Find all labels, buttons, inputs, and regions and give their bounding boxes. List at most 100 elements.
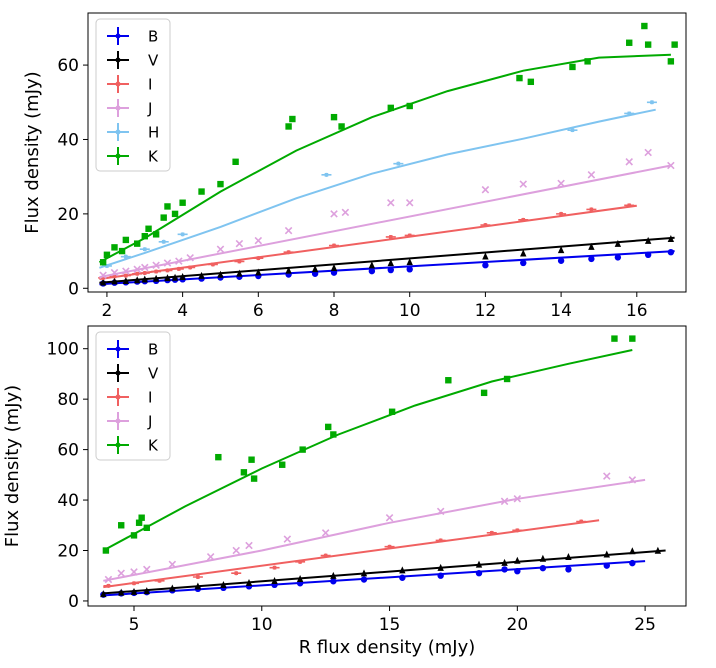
data-point-K — [118, 522, 125, 529]
legend-label: B — [148, 341, 158, 359]
x-tick-label: 16 — [626, 301, 648, 321]
data-point-K — [135, 519, 143, 526]
data-point-K — [250, 475, 258, 482]
data-point-J — [216, 245, 225, 253]
data-point-K — [644, 41, 652, 48]
data-point-K — [130, 532, 138, 539]
legend-marker — [115, 33, 121, 39]
data-point-K — [516, 74, 523, 82]
data-point-K — [406, 102, 413, 110]
data-point-J — [104, 575, 113, 584]
data-point-V — [111, 277, 118, 285]
data-point-K — [325, 423, 332, 431]
legend-item-V: V — [107, 51, 159, 70]
data-point-K — [145, 225, 152, 232]
data-point-J — [405, 198, 414, 207]
data-point-J — [186, 254, 194, 262]
data-point-V — [501, 558, 508, 566]
data-point-K — [164, 203, 171, 210]
legend-marker — [115, 370, 121, 376]
data-point-J — [587, 171, 596, 179]
data-point-V — [482, 252, 489, 260]
x-tick-label: 12 — [475, 301, 497, 321]
legend-label: I — [148, 76, 152, 94]
y-axis-label: Flux density (mJy) — [22, 71, 43, 233]
data-point-K — [99, 259, 107, 266]
y-tick-label: 20 — [57, 542, 79, 562]
legend-marker — [115, 442, 121, 448]
data-point-K — [330, 113, 338, 121]
data-point-J — [110, 268, 119, 277]
data-point-K — [503, 375, 511, 383]
fit-line-V — [103, 549, 666, 595]
series-I — [103, 519, 600, 589]
y-tick-label: 0 — [68, 279, 79, 299]
data-point-K — [217, 180, 224, 188]
data-point-V — [437, 563, 444, 571]
data-point-V — [130, 587, 138, 595]
data-point-K — [143, 524, 150, 532]
legend-marker — [115, 57, 121, 63]
y-tick-label: 20 — [57, 205, 79, 225]
legend-marker — [115, 81, 121, 87]
data-point-V — [134, 276, 141, 284]
y-tick-label: 40 — [57, 491, 79, 511]
data-point-K — [671, 41, 678, 48]
data-point-K — [248, 456, 255, 463]
data-point-B — [475, 570, 483, 577]
x-tick-label: 25 — [634, 615, 656, 635]
x-tick-label: 5 — [129, 615, 140, 635]
data-point-J — [513, 495, 522, 503]
data-point-V — [330, 264, 338, 272]
data-point-J — [232, 546, 240, 555]
y-tick-label: 0 — [68, 592, 79, 612]
y-tick-label: 80 — [57, 390, 79, 410]
data-point-K — [160, 214, 167, 221]
data-point-V — [143, 587, 150, 595]
legend-marker — [115, 346, 121, 352]
data-point-V — [255, 268, 262, 276]
y-tick-label: 60 — [57, 56, 79, 76]
bottom-panel: 5 10 15 20 25 0 20 40 60 80 100 Flux density (mJy) R… — [2, 325, 687, 658]
legend-label: K — [148, 148, 159, 166]
legend-item-B: B — [107, 340, 158, 359]
data-point-V — [179, 272, 186, 280]
data-point-V — [330, 571, 337, 579]
data-point-K — [641, 22, 648, 30]
fit-line-V — [99, 236, 675, 284]
data-point-V — [285, 266, 292, 274]
data-point-B — [330, 578, 337, 585]
data-point-K — [152, 231, 160, 238]
data-point-K — [289, 115, 296, 123]
x-tick-label: 14 — [550, 301, 572, 321]
data-point-V — [654, 546, 662, 554]
data-point-V — [296, 574, 304, 582]
data-point-V — [311, 265, 319, 273]
legend-label: J — [147, 100, 152, 118]
data-point-K — [279, 461, 286, 468]
data-point-V — [629, 547, 636, 555]
legend-label: V — [148, 365, 159, 383]
data-point-V — [171, 273, 179, 281]
data-point-V — [520, 249, 527, 257]
data-point-V — [99, 278, 107, 286]
data-point-B — [311, 270, 319, 277]
data-point-K — [480, 389, 488, 397]
data-point-K — [122, 236, 130, 244]
x-tick-label: 8 — [329, 301, 340, 321]
top-panel: 2 4 6 8 10 12 14 16 0 20 40 60 Flux density (mJy) BVI… — [22, 12, 687, 321]
data-point-B — [501, 566, 508, 573]
data-point-V — [360, 569, 368, 577]
fit-line-B — [99, 250, 675, 286]
data-point-K — [215, 453, 222, 461]
data-point-J — [385, 513, 394, 522]
data-point-V — [539, 554, 547, 562]
data-point-J — [99, 271, 107, 280]
data-point-J — [152, 261, 160, 269]
data-point-K — [388, 408, 396, 415]
data-point-K — [330, 431, 337, 438]
data-point-K — [102, 547, 110, 554]
data-point-V — [164, 274, 171, 282]
data-point-J — [235, 239, 244, 248]
data-point-J — [284, 226, 293, 235]
